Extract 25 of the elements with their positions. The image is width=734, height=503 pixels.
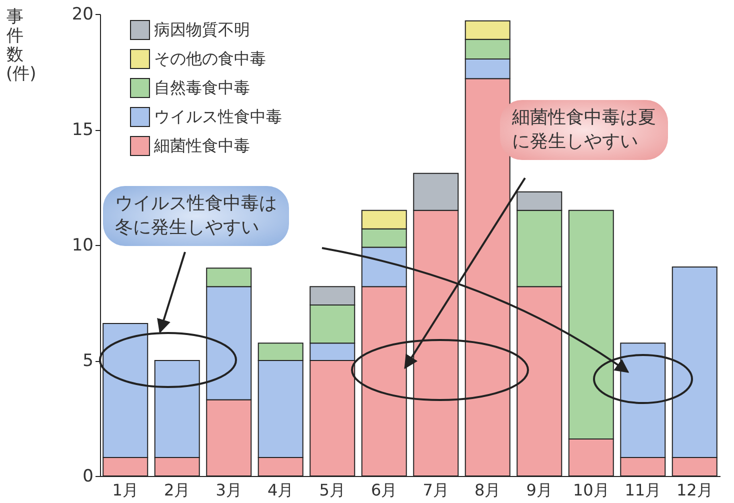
annotation: ウイルス性食中毒は冬に発生しやすい (103, 186, 289, 246)
x-tick-label: 3月 (216, 480, 242, 500)
y-tick-label: 20 (72, 4, 94, 24)
x-tick-label: 9月 (526, 480, 552, 500)
x-tick-label: 12月 (676, 480, 713, 500)
y-axis-title: 事件数(件) (6, 7, 36, 84)
x-tick-label: 7月 (422, 480, 449, 500)
legend-label: 細菌性食中毒 (153, 136, 250, 155)
y-tick-label: 10 (72, 236, 94, 256)
x-tick-label: 11月 (624, 480, 662, 500)
y-tick-label: 0 (82, 466, 94, 486)
x-tick-label: 6月 (371, 480, 398, 500)
x-tick-label: 8月 (474, 480, 501, 500)
y-tick-label: 15 (72, 120, 94, 140)
y-tick-label: 5 (82, 351, 94, 371)
x-tick-label: 4月 (268, 480, 294, 500)
legend-label: 自然毒食中毒 (154, 78, 250, 97)
x-tick-label: 1月 (112, 480, 138, 500)
annotation: 細菌性食中毒は夏に発生しやすい (500, 100, 668, 160)
x-tick-label: 5月 (319, 480, 346, 500)
legend-label: その他の食中毒 (154, 49, 266, 68)
x-tick-label: 2月 (164, 480, 190, 500)
legend-label: 病因物質不明 (154, 20, 250, 39)
x-tick-label: 10月 (572, 480, 610, 500)
legend-label: ウイルス性食中毒 (154, 107, 282, 126)
